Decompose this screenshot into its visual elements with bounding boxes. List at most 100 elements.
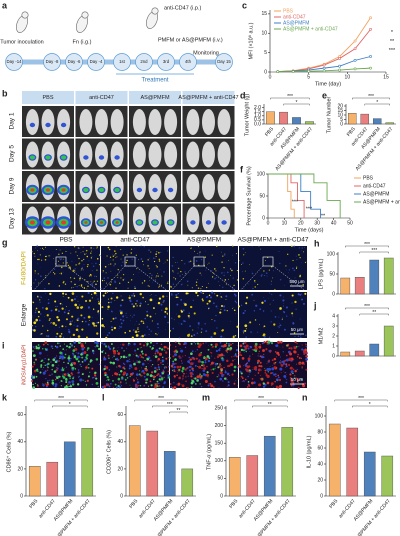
stain-dot (84, 342, 87, 344)
stain-dot (154, 385, 158, 389)
stain-dot (251, 349, 253, 351)
stain-dot (181, 367, 185, 370)
stain-dot (251, 245, 253, 247)
stain-dot (298, 345, 300, 347)
stain-dot (156, 334, 158, 336)
stain-dot (276, 361, 278, 363)
stain-dot (125, 261, 128, 264)
stain-dot (101, 324, 104, 327)
stain-dot (291, 315, 293, 317)
stain-dot (108, 332, 111, 334)
stain-dot (57, 260, 59, 262)
stain-dot (101, 306, 104, 309)
stain-dot (156, 251, 158, 253)
stain-dot (126, 377, 129, 379)
stain-dot (148, 360, 150, 362)
stain-dot (142, 296, 144, 299)
y-tick-label: 200 (215, 423, 224, 429)
stain-dot (175, 350, 179, 354)
stain-dot (85, 366, 88, 369)
stain-dot (218, 386, 220, 388)
stain-dot (298, 247, 301, 249)
stain-dot (200, 288, 202, 290)
sig-bracket (234, 399, 288, 402)
stain-dot (244, 352, 245, 353)
stain-dot (112, 292, 114, 294)
stain-dot (198, 324, 200, 326)
stain-dot (45, 377, 47, 380)
stain-dot (176, 267, 178, 269)
stain-dot (38, 319, 41, 322)
stain-dot (82, 269, 85, 271)
stain-dot (83, 287, 86, 289)
stain-dot (262, 333, 266, 336)
stain-dot (259, 308, 262, 311)
stain-dot (302, 302, 305, 305)
stain-dot (219, 341, 222, 344)
stain-dot (179, 348, 181, 350)
stain-dot (123, 278, 125, 280)
stain-dot (77, 247, 80, 249)
stain-dot (199, 254, 201, 256)
stain-dot (172, 362, 175, 366)
stain-dot (49, 379, 51, 381)
stain-dot (96, 246, 98, 248)
day-label: Day -6 (68, 59, 81, 64)
stain-dot (40, 365, 43, 368)
stain-dot (296, 342, 298, 345)
stain-dot (274, 351, 277, 353)
stain-dot (75, 328, 79, 332)
stain-dot (194, 377, 197, 380)
stain-dot (233, 355, 235, 357)
stain-dot (73, 346, 76, 348)
stain-dot (67, 362, 70, 365)
stain-dot (271, 359, 274, 362)
stain-dot (199, 272, 201, 274)
stain-dot (117, 352, 121, 355)
y-tick-label: 5 (340, 117, 343, 123)
stain-dot (110, 270, 112, 272)
stain-dot (181, 274, 183, 275)
y-axis-label: Tumor Number (326, 96, 332, 133)
stain-dot (87, 306, 91, 309)
stain-dot (37, 250, 38, 252)
stain-dot (232, 335, 235, 339)
stain-dot (158, 382, 160, 385)
stain-dot (214, 366, 216, 368)
stain-dot (71, 315, 74, 318)
stain-dot (127, 343, 130, 346)
stain-dot (151, 320, 153, 322)
stain-dot (206, 356, 208, 357)
y-axis-label: CD86⁺ Cells (%) (5, 431, 12, 472)
stain-dot (33, 252, 35, 255)
stain-dot (187, 334, 190, 337)
column-header: anti-CD47 (120, 237, 150, 244)
stain-dot (171, 369, 174, 372)
stain-dot (284, 359, 287, 362)
stain-dot (251, 369, 253, 370)
stain-dot (104, 374, 107, 377)
stain-dot (75, 264, 77, 266)
stain-dot (242, 349, 245, 352)
stain-dot (149, 298, 153, 302)
x-axis-label: Time (days) (295, 227, 324, 233)
stain-dot (244, 381, 246, 383)
y-axis-label: TNF-α (pg/mL) (206, 434, 212, 470)
stain-dot (258, 346, 260, 348)
bar (181, 468, 194, 497)
column-header: AS@PMFM (140, 95, 170, 101)
stain-dot (42, 383, 44, 385)
stain-dot (131, 336, 134, 339)
stain-dot (131, 294, 134, 297)
stain-dot (107, 345, 110, 349)
stain-dot (276, 379, 278, 381)
stain-dot (233, 382, 236, 385)
point (338, 68, 342, 72)
stain-dot (95, 323, 97, 325)
stain-dot (145, 341, 147, 343)
bar (373, 118, 382, 125)
stain-dot (34, 272, 36, 274)
stain-dot (154, 355, 158, 358)
stain-dot (103, 277, 106, 280)
stain-dot (118, 327, 120, 329)
